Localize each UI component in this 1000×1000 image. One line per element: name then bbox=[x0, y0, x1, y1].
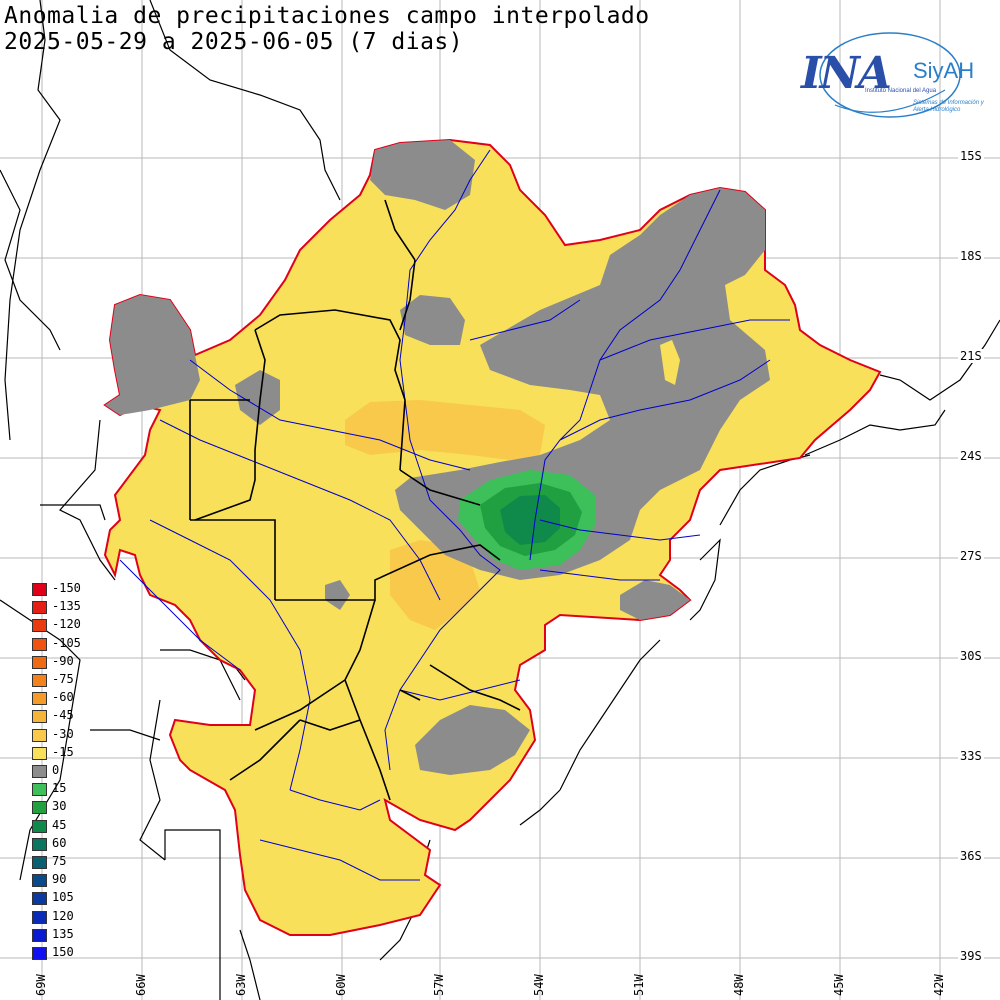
legend-label: -15 bbox=[52, 744, 74, 759]
legend-label: -105 bbox=[52, 635, 81, 650]
longitude-label: 57W bbox=[432, 974, 446, 996]
legend-swatch bbox=[32, 583, 47, 596]
legend-label: -135 bbox=[52, 599, 81, 614]
longitude-label: 66W bbox=[134, 974, 148, 996]
legend-swatch bbox=[32, 856, 47, 869]
legend-label: -75 bbox=[52, 672, 74, 686]
legend-swatch bbox=[32, 801, 47, 815]
rivers bbox=[119, 149, 790, 881]
neutral-patch bbox=[105, 295, 200, 415]
neutral-patch bbox=[370, 140, 475, 210]
legend-label: -90 bbox=[52, 653, 74, 668]
legend-label: -45 bbox=[52, 708, 74, 723]
longitude-label: 42W bbox=[932, 974, 946, 996]
legend-swatch bbox=[32, 655, 47, 669]
wet-anomaly-45 bbox=[500, 495, 560, 545]
longitude-label: 69W bbox=[34, 974, 48, 996]
latitude-label: 18S bbox=[958, 249, 984, 263]
legend-swatch bbox=[32, 910, 47, 924]
longitude-label: 51W bbox=[632, 974, 646, 996]
logo-ina-text: INA bbox=[801, 48, 892, 99]
latitude-label: 30S bbox=[958, 649, 984, 663]
legend-swatch bbox=[32, 765, 47, 778]
legend-swatch bbox=[32, 783, 47, 797]
latitude-label: 15S bbox=[958, 149, 984, 163]
legend-label: 30 bbox=[52, 799, 67, 814]
neutral-patch bbox=[400, 295, 465, 345]
legend-label: 0 bbox=[52, 763, 60, 777]
latitude-label: 33S bbox=[958, 749, 984, 763]
legend-swatch bbox=[32, 692, 47, 706]
longitude-label: 60W bbox=[334, 974, 348, 996]
latitude-label: 27S bbox=[958, 549, 984, 563]
legend-label: 105 bbox=[52, 890, 74, 905]
legend-swatch bbox=[32, 947, 47, 960]
legend-swatch bbox=[32, 674, 47, 687]
longitude-label: 63W bbox=[234, 974, 248, 996]
latitude-label: 21S bbox=[958, 349, 984, 363]
legend-label: 90 bbox=[52, 872, 67, 887]
longitude-label: 45W bbox=[832, 974, 846, 996]
latitude-label: 39S bbox=[958, 949, 984, 963]
legend-label: 120 bbox=[52, 908, 74, 923]
internal-borders bbox=[189, 199, 521, 801]
neutral-patch bbox=[620, 580, 690, 620]
logo-siyah-text: SiyAH bbox=[913, 58, 975, 83]
legend-label: -120 bbox=[52, 617, 81, 632]
ina-siyah-logo: INA SiyAH Instituto Nacional del Agua Si… bbox=[795, 30, 995, 130]
legend-swatch bbox=[32, 710, 47, 724]
legend-label: 45 bbox=[52, 817, 67, 832]
anomaly-field bbox=[103, 138, 882, 936]
legend-label: 15 bbox=[52, 781, 67, 796]
legend-swatch bbox=[32, 746, 47, 760]
legend-label: 150 bbox=[52, 945, 74, 959]
legend-swatch bbox=[32, 819, 47, 833]
legend-swatch bbox=[32, 728, 47, 742]
logo-tagline: Sistemas de Información y Alerta Hidroló… bbox=[913, 100, 984, 113]
legend-label: 75 bbox=[52, 854, 67, 868]
legend-swatch bbox=[32, 837, 47, 851]
logo-swoosh-icon bbox=[819, 32, 961, 118]
drier-patch bbox=[345, 400, 545, 460]
latitude-label: 36S bbox=[958, 849, 984, 863]
legend-swatch bbox=[32, 874, 47, 888]
logo-subtitle: Instituto Nacional del Agua bbox=[865, 88, 937, 94]
legend-swatch bbox=[32, 619, 47, 633]
map-date-range: 2025-05-29 a 2025-06-05 (7 dias) bbox=[4, 29, 464, 55]
legend-swatch bbox=[32, 928, 47, 942]
longitude-label: 48W bbox=[732, 974, 746, 996]
map-title: Anomalia de precipitaciones campo interp… bbox=[4, 3, 650, 29]
latitude-label: 24S bbox=[958, 449, 984, 463]
legend-label: -30 bbox=[52, 726, 74, 741]
neutral-patch bbox=[235, 370, 280, 425]
legend-label: 60 bbox=[52, 835, 67, 850]
neutral-patch bbox=[415, 705, 530, 775]
longitude-label: 54W bbox=[532, 974, 546, 996]
legend-swatch bbox=[32, 892, 47, 906]
legend-label: -150 bbox=[52, 581, 81, 595]
legend-label: -60 bbox=[52, 690, 74, 705]
legend-swatch bbox=[32, 601, 47, 615]
neutral-patch bbox=[660, 340, 680, 385]
legend-swatch bbox=[32, 637, 47, 651]
legend-label: 135 bbox=[52, 926, 74, 941]
neutral-patch bbox=[325, 580, 350, 610]
